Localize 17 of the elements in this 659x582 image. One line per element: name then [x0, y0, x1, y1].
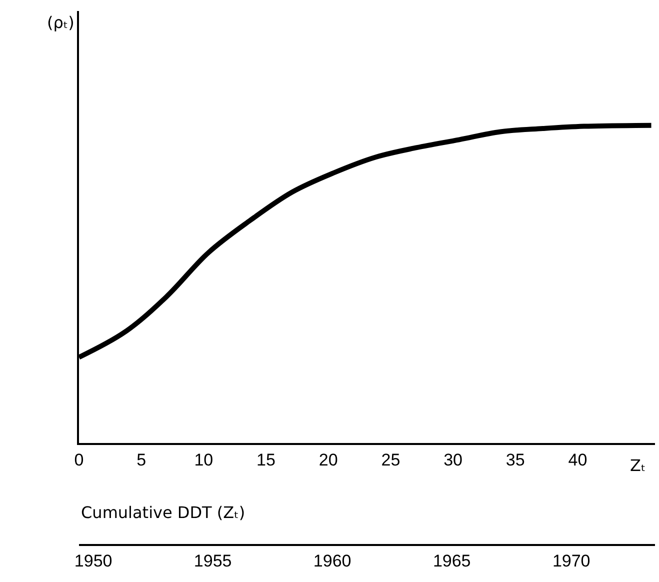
x-tick-label: 10 — [194, 450, 214, 470]
x2-tick-label: 1970 — [552, 551, 590, 570]
x-tick-label: 15 — [256, 450, 276, 470]
x-tick-label: 20 — [318, 450, 338, 470]
x-axis-title: Cumulative DDT (Zₜ) — [81, 503, 246, 522]
x2-tick-label: 1950 — [74, 551, 112, 570]
x-tick-label: 30 — [444, 450, 462, 470]
text: Zₜ — [630, 456, 646, 475]
x-tick-label: 35 — [506, 450, 525, 470]
x2-tick-label: 1960 — [313, 551, 352, 570]
x-tick-label: 0 — [74, 450, 84, 470]
x-tick-label: 25 — [381, 450, 400, 470]
x2-tick-label: 1955 — [194, 551, 232, 570]
x-tick-label: 5 — [136, 450, 146, 470]
x2-tick-label: 1965 — [432, 551, 471, 570]
text: (ρₜ) — [47, 13, 74, 32]
x-tick-label: 40 — [568, 450, 588, 470]
